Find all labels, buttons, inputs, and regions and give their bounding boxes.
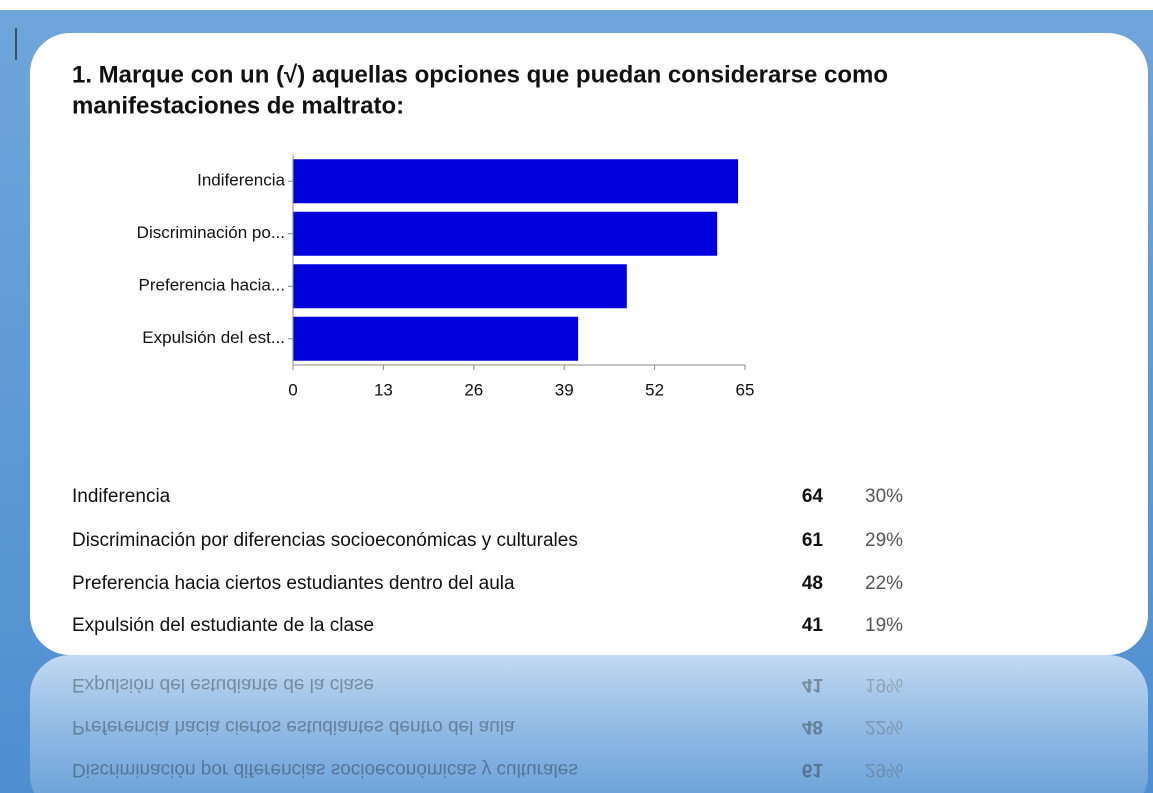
x-tick-label: 65 <box>736 380 755 399</box>
bar-chart: Indiferencia Discriminación po... Preferen… <box>137 155 755 399</box>
row-label: Expulsión del estudiante de la clase <box>72 674 374 695</box>
bar <box>293 264 627 309</box>
x-tick-label: 26 <box>464 380 483 399</box>
row-percent: 22% <box>865 573 903 594</box>
top-strip <box>0 0 1153 10</box>
row-count: 41 <box>802 615 824 636</box>
bar <box>293 211 718 256</box>
category-label: Discriminación po... <box>137 223 285 242</box>
row-percent: 29% <box>865 759 903 780</box>
category-label: Preferencia hacia... <box>139 276 285 295</box>
row-count: 64 <box>802 486 824 507</box>
row-percent: 19% <box>865 674 903 695</box>
x-tick-label: 0 <box>288 380 297 399</box>
row-percent: 29% <box>865 530 903 551</box>
row-label: Discriminación por diferencias socioecon… <box>72 530 578 551</box>
row-label: Expulsión del estudiante de la clase <box>72 615 374 636</box>
card-reflection <box>30 655 1148 793</box>
bar <box>293 316 579 361</box>
x-tick-label: 39 <box>555 380 574 399</box>
category-label: Expulsión del est... <box>142 328 285 347</box>
row-count: 61 <box>802 530 824 551</box>
category-label: Indiferencia <box>197 171 285 190</box>
row-count: 48 <box>802 573 823 594</box>
title-line-2: manifestaciones de maltrato: <box>72 92 404 119</box>
row-label: Indiferencia <box>72 486 171 507</box>
x-tick-label: 52 <box>645 380 664 399</box>
row-count: 41 <box>802 674 824 695</box>
row-label: Preferencia hacia ciertos estudiantes de… <box>72 716 515 737</box>
row-label: Discriminación por diferencias socioecon… <box>72 759 578 780</box>
row-count: 61 <box>802 759 824 780</box>
x-tick-label: 13 <box>374 380 393 399</box>
row-percent: 19% <box>865 615 903 636</box>
row-percent: 22% <box>865 716 903 737</box>
table: Indiferencia 64 30% Discriminación por dife… <box>72 486 903 636</box>
row-percent: 30% <box>865 486 903 507</box>
bar <box>293 159 739 204</box>
title-line-1: 1. Marque con un (√) aquellas opciones q… <box>72 61 888 88</box>
row-label: Preferencia hacia ciertos estudiantes de… <box>72 573 515 594</box>
row-count: 48 <box>802 716 823 737</box>
